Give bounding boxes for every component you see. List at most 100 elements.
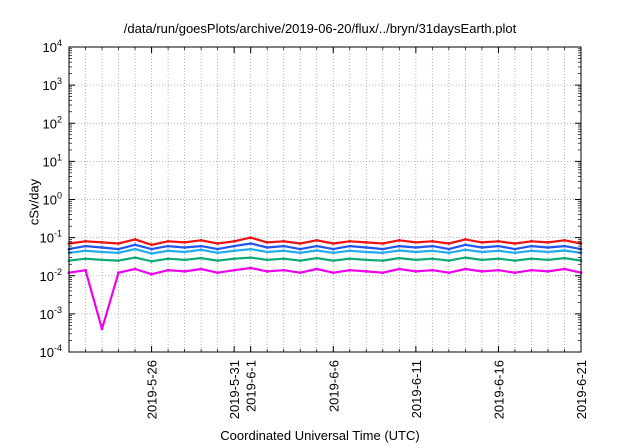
y-tick-base: 10	[40, 345, 54, 360]
series-point	[133, 243, 137, 247]
series-point	[530, 244, 533, 248]
series-point	[199, 248, 203, 252]
series-point	[84, 268, 87, 272]
series-point	[331, 259, 335, 262]
series-point	[497, 268, 500, 272]
series-point	[315, 256, 319, 260]
series-point	[447, 251, 451, 255]
series-point	[348, 239, 352, 243]
series-point	[530, 268, 533, 272]
series-point	[150, 259, 154, 263]
series-point	[315, 244, 319, 248]
series-point	[431, 257, 434, 261]
series-point	[133, 247, 137, 251]
series-point	[298, 271, 302, 275]
y-tick-exponent: -2	[54, 267, 62, 277]
series-point	[166, 257, 170, 261]
y-tick-base: 10	[43, 116, 57, 131]
series-point	[348, 257, 352, 261]
series-point	[414, 258, 418, 262]
series-point	[265, 241, 269, 244]
series-point	[546, 250, 550, 254]
series-point	[199, 267, 203, 271]
y-tick-base: 10	[40, 307, 54, 322]
series-point	[249, 247, 253, 251]
series-point	[265, 270, 269, 273]
series-point	[563, 249, 566, 252]
series-point	[414, 250, 418, 254]
grid	[69, 47, 581, 352]
y-tick-exponent: -3	[54, 305, 62, 315]
ticks: 10-410-310-210-11001011021031042019-5-26…	[40, 38, 589, 419]
series-point	[199, 244, 203, 248]
series-point	[315, 249, 319, 252]
series-point	[397, 256, 401, 260]
series-point	[381, 242, 385, 245]
series-point	[364, 241, 368, 244]
x-tick-label: 2019-6-21	[574, 360, 589, 419]
series-point	[397, 244, 401, 248]
series-point	[431, 268, 434, 272]
series-line-1	[68, 242, 582, 251]
series-point	[414, 241, 418, 244]
series-point	[563, 238, 566, 242]
series-point	[249, 266, 253, 270]
series-point	[513, 259, 517, 262]
y-tick-exponent: 2	[57, 114, 62, 124]
series-point	[199, 256, 203, 260]
series-point	[381, 251, 385, 255]
series-point	[117, 251, 120, 255]
series-point	[232, 268, 236, 272]
series-point	[447, 271, 451, 275]
series-point	[166, 249, 170, 253]
series-point	[216, 242, 220, 245]
series-point	[216, 247, 220, 251]
series-point	[282, 239, 286, 243]
y-tick-base: 10	[40, 231, 54, 246]
y-tick-base: 10	[43, 40, 57, 55]
series-point	[249, 242, 253, 245]
y-tick-label: 100	[43, 191, 62, 208]
series-point	[331, 242, 335, 245]
series-point	[331, 247, 335, 251]
series-point	[232, 249, 236, 253]
series-point	[298, 259, 302, 262]
series-point	[563, 256, 566, 260]
y-tick-exponent: 3	[57, 76, 62, 86]
series-point	[183, 246, 187, 249]
series-point	[480, 250, 484, 254]
series-point	[84, 239, 87, 243]
series-point	[133, 256, 137, 259]
series-point	[183, 258, 187, 262]
series-point	[381, 271, 385, 275]
series-point	[265, 250, 269, 254]
series-point	[331, 251, 335, 255]
series-point	[348, 249, 352, 253]
series-point	[84, 244, 87, 248]
series-point	[447, 242, 451, 245]
series-point	[348, 244, 352, 248]
series-point	[480, 270, 484, 273]
series-line-4	[68, 266, 582, 331]
series-point	[166, 268, 170, 272]
series-point	[480, 246, 484, 249]
series-point	[84, 249, 87, 253]
y-tick-label: 10-3	[40, 305, 62, 322]
series-point	[117, 247, 120, 251]
series-point	[150, 243, 154, 247]
series-point	[199, 238, 203, 242]
series-point	[563, 244, 566, 248]
series-point	[513, 247, 517, 251]
series-point	[133, 238, 137, 241]
y-tick-label: 102	[43, 114, 62, 131]
series-point	[232, 244, 236, 248]
series-point	[133, 267, 137, 271]
series-point	[480, 258, 484, 262]
y-tick-label: 101	[43, 152, 62, 169]
y-tick-exponent: -1	[54, 229, 62, 239]
series-point	[364, 258, 368, 262]
y-tick-base: 10	[43, 193, 57, 208]
series-point	[282, 244, 286, 248]
series-point	[513, 242, 517, 245]
series-point	[298, 242, 302, 245]
